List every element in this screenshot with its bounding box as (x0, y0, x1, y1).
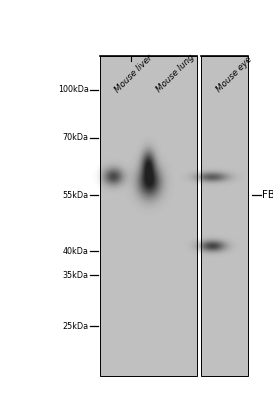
Text: 40kDa: 40kDa (63, 247, 89, 256)
Bar (201, 56, 248, 376)
Text: 100kDa: 100kDa (58, 85, 89, 94)
Text: FBXO3: FBXO3 (262, 190, 273, 200)
Bar (100, 56, 197, 376)
Text: 70kDa: 70kDa (63, 133, 89, 142)
Text: Mouse lung: Mouse lung (154, 52, 196, 94)
Text: 35kDa: 35kDa (63, 271, 89, 280)
Text: 55kDa: 55kDa (63, 191, 89, 200)
Text: Mouse liver: Mouse liver (113, 53, 155, 94)
Text: 25kDa: 25kDa (63, 322, 89, 331)
Text: Mouse eye: Mouse eye (214, 55, 253, 94)
